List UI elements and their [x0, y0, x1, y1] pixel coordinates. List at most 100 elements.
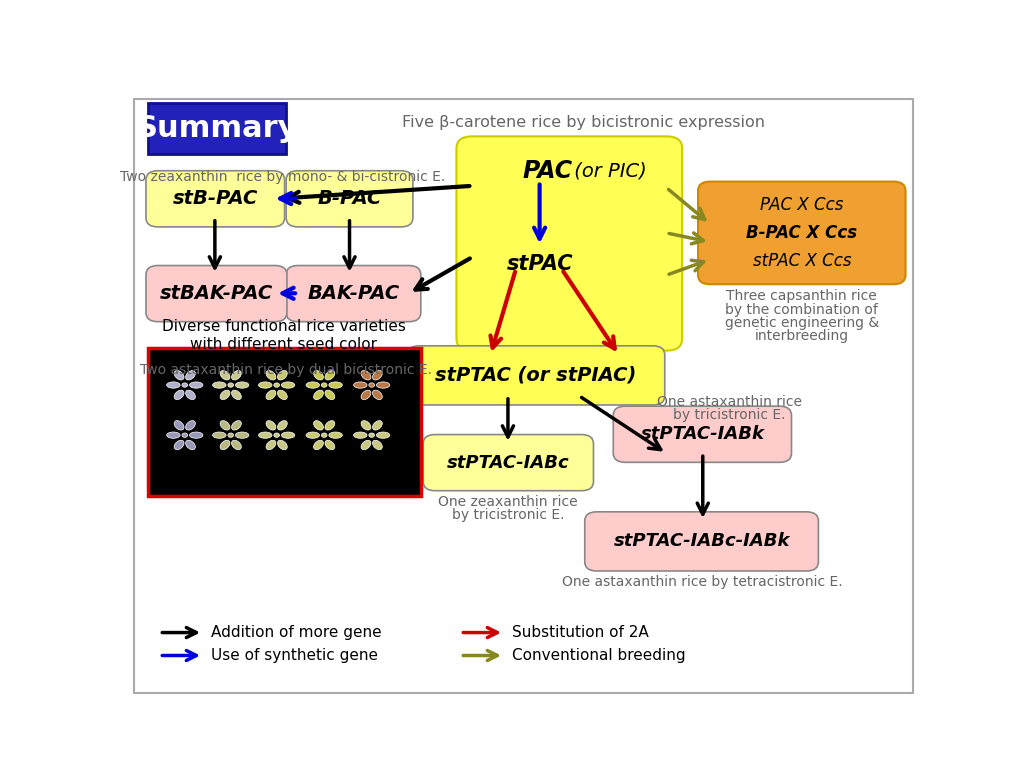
- Text: stB-PAC: stB-PAC: [173, 189, 258, 209]
- Ellipse shape: [281, 382, 294, 388]
- Text: Addition of more gene: Addition of more gene: [211, 625, 381, 640]
- Text: stPTAC (or stPIAC): stPTAC (or stPIAC): [435, 366, 637, 385]
- Circle shape: [228, 433, 234, 437]
- FancyBboxPatch shape: [286, 171, 413, 227]
- Ellipse shape: [189, 382, 203, 388]
- Text: One astaxanthin rice: One astaxanthin rice: [657, 395, 802, 409]
- Ellipse shape: [220, 441, 230, 450]
- Ellipse shape: [325, 421, 335, 430]
- Ellipse shape: [281, 432, 294, 438]
- FancyBboxPatch shape: [408, 346, 664, 405]
- Text: by the combination of: by the combination of: [726, 303, 878, 317]
- Text: stPTAC-IABc: stPTAC-IABc: [447, 454, 569, 472]
- Ellipse shape: [266, 421, 276, 430]
- Text: B-PAC: B-PAC: [318, 189, 381, 209]
- Text: (or PIC): (or PIC): [567, 162, 646, 181]
- Circle shape: [182, 383, 188, 387]
- Ellipse shape: [167, 432, 180, 438]
- Ellipse shape: [174, 390, 184, 400]
- Circle shape: [182, 433, 188, 437]
- Ellipse shape: [232, 390, 241, 400]
- Ellipse shape: [167, 382, 180, 388]
- Ellipse shape: [376, 382, 389, 388]
- Ellipse shape: [325, 390, 335, 400]
- Circle shape: [369, 433, 374, 437]
- FancyBboxPatch shape: [457, 136, 683, 350]
- Ellipse shape: [220, 371, 230, 380]
- Ellipse shape: [186, 421, 195, 430]
- Circle shape: [321, 433, 327, 437]
- Ellipse shape: [329, 432, 342, 438]
- Ellipse shape: [220, 390, 230, 400]
- Circle shape: [321, 383, 327, 387]
- Ellipse shape: [372, 371, 382, 380]
- Ellipse shape: [235, 432, 248, 438]
- Ellipse shape: [235, 382, 248, 388]
- Text: Three capsanthin rice: Three capsanthin rice: [727, 289, 877, 303]
- Text: Two astaxanthin rice by dual bicistronic E.: Two astaxanthin rice by dual bicistronic…: [140, 363, 432, 377]
- FancyBboxPatch shape: [423, 434, 594, 491]
- Ellipse shape: [259, 432, 272, 438]
- Ellipse shape: [306, 432, 320, 438]
- Text: Substitution of 2A: Substitution of 2A: [512, 625, 649, 640]
- Circle shape: [274, 383, 279, 387]
- Text: One astaxanthin rice by tetracistronic E.: One astaxanthin rice by tetracistronic E…: [562, 575, 842, 589]
- Ellipse shape: [361, 421, 371, 430]
- Ellipse shape: [266, 441, 276, 450]
- FancyBboxPatch shape: [286, 266, 421, 321]
- Text: stBAK-PAC: stBAK-PAC: [159, 284, 273, 303]
- FancyBboxPatch shape: [146, 171, 284, 227]
- FancyBboxPatch shape: [698, 182, 905, 285]
- Ellipse shape: [186, 371, 195, 380]
- Text: by tricistronic E.: by tricistronic E.: [673, 408, 786, 423]
- Ellipse shape: [361, 441, 371, 450]
- FancyBboxPatch shape: [585, 512, 819, 571]
- Text: Conventional breeding: Conventional breeding: [512, 648, 686, 663]
- Ellipse shape: [277, 390, 287, 400]
- Ellipse shape: [266, 390, 276, 400]
- Ellipse shape: [277, 371, 287, 380]
- Ellipse shape: [174, 421, 184, 430]
- Ellipse shape: [186, 390, 195, 400]
- Ellipse shape: [329, 382, 342, 388]
- Ellipse shape: [232, 371, 241, 380]
- Ellipse shape: [232, 441, 241, 450]
- Ellipse shape: [189, 432, 203, 438]
- Ellipse shape: [277, 421, 287, 430]
- Text: Two zeaxanthin  rice by mono- & bi-cistronic E.: Two zeaxanthin rice by mono- & bi-cistro…: [120, 170, 445, 183]
- Ellipse shape: [314, 371, 323, 380]
- Ellipse shape: [174, 441, 184, 450]
- Ellipse shape: [306, 382, 320, 388]
- Text: PAC: PAC: [522, 159, 572, 183]
- Circle shape: [274, 433, 279, 437]
- Ellipse shape: [259, 382, 272, 388]
- Text: stPTAC-IABk: stPTAC-IABk: [641, 425, 764, 443]
- Text: interbreeding: interbreeding: [754, 329, 849, 343]
- Text: genetic engineering &: genetic engineering &: [725, 316, 879, 330]
- Text: BAK-PAC: BAK-PAC: [308, 284, 400, 303]
- Text: by tricistronic E.: by tricistronic E.: [452, 508, 564, 522]
- Ellipse shape: [372, 441, 382, 450]
- Text: Summary: Summary: [136, 114, 298, 143]
- FancyBboxPatch shape: [147, 103, 286, 154]
- Ellipse shape: [325, 441, 335, 450]
- Text: Diverse functional rice varieties
with different seed color: Diverse functional rice varieties with d…: [161, 319, 406, 352]
- Ellipse shape: [186, 441, 195, 450]
- Text: stPAC X Ccs: stPAC X Ccs: [752, 252, 851, 270]
- Text: PAC X Ccs: PAC X Ccs: [760, 196, 843, 214]
- Text: Five β-carotene rice by bicistronic expression: Five β-carotene rice by bicistronic expr…: [402, 115, 764, 130]
- Ellipse shape: [361, 371, 371, 380]
- Ellipse shape: [376, 432, 389, 438]
- Text: B-PAC X Ccs: B-PAC X Ccs: [746, 224, 857, 242]
- Ellipse shape: [213, 432, 226, 438]
- Ellipse shape: [174, 371, 184, 380]
- Text: stPAC: stPAC: [506, 254, 573, 274]
- Ellipse shape: [314, 390, 323, 400]
- Ellipse shape: [277, 441, 287, 450]
- FancyBboxPatch shape: [146, 266, 287, 321]
- Ellipse shape: [314, 441, 323, 450]
- Text: stPTAC-IABc-IABk: stPTAC-IABc-IABk: [613, 532, 790, 550]
- Ellipse shape: [372, 390, 382, 400]
- Ellipse shape: [266, 371, 276, 380]
- Ellipse shape: [361, 390, 371, 400]
